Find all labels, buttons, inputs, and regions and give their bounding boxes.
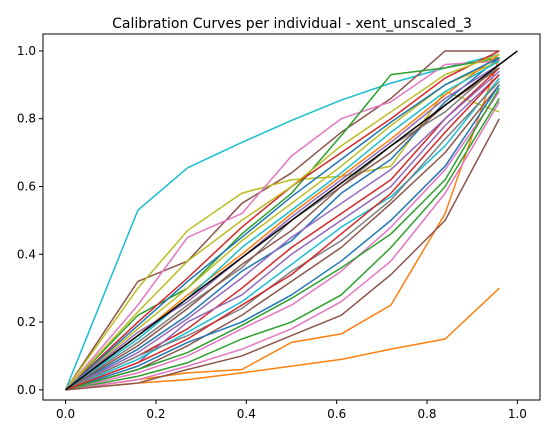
y-tick-label-3: 0.6 bbox=[17, 180, 36, 194]
y-tick-label-1: 0.2 bbox=[17, 315, 36, 329]
calibration-curve-21 bbox=[65, 67, 500, 391]
reference-line-group bbox=[65, 50, 518, 391]
y-tick-label-5: 1.0 bbox=[17, 44, 36, 58]
y-axis: 0.0 0.2 0.4 0.6 0.8 1.0 bbox=[17, 44, 43, 397]
perfect-calibration-line bbox=[65, 50, 518, 391]
calibration-curve-4 bbox=[64, 50, 500, 391]
x-tick-label-2: 0.4 bbox=[237, 407, 256, 421]
x-tick-label-0: 0.0 bbox=[56, 407, 75, 421]
axes-frame bbox=[42, 33, 541, 401]
calibration-curve-5 bbox=[64, 90, 500, 391]
calibration-curve-7 bbox=[65, 56, 500, 391]
calibration-curve-29 bbox=[65, 118, 501, 391]
calibration-curve-28 bbox=[65, 74, 500, 391]
calibration-curve-11 bbox=[65, 84, 500, 391]
calibration-curve-20 bbox=[65, 70, 500, 391]
calibration-curve-27 bbox=[65, 87, 500, 391]
calibration-curve-25 bbox=[65, 60, 500, 391]
calibration-curve-15 bbox=[65, 77, 500, 391]
plot-lines bbox=[64, 50, 501, 391]
calibration-curve-2 bbox=[65, 287, 500, 391]
calibration-curve-26 bbox=[65, 57, 500, 391]
x-tick-label-3: 0.6 bbox=[327, 407, 346, 421]
calibration-curve-16 bbox=[65, 84, 500, 391]
y-tick-label-4: 0.8 bbox=[17, 112, 36, 126]
y-tick-label-0: 0.0 bbox=[17, 383, 36, 397]
x-tick-label-5: 1.0 bbox=[508, 407, 527, 421]
calibration-curve-6 bbox=[65, 60, 500, 391]
calibration-curve-12 bbox=[65, 91, 500, 391]
calibration-curve-18 bbox=[65, 97, 500, 391]
y-tick-label-2: 0.4 bbox=[17, 247, 36, 261]
calibration-curve-14 bbox=[65, 60, 500, 391]
calibration-curve-30 bbox=[65, 63, 500, 391]
x-tick-label-4: 0.8 bbox=[417, 407, 436, 421]
calibration-curve-9 bbox=[65, 67, 500, 391]
chart-title: Calibration Curves per individual - xent… bbox=[112, 16, 472, 32]
calibration-curve-1 bbox=[64, 53, 500, 391]
calibration-curve-3 bbox=[65, 57, 501, 391]
x-tick-label-1: 0.2 bbox=[146, 407, 165, 421]
x-axis: 0.0 0.2 0.4 0.6 0.8 1.0 bbox=[56, 400, 527, 421]
calibration-curve-24 bbox=[65, 53, 500, 391]
calibration-curve-23 bbox=[65, 80, 500, 391]
calibration-curve-22 bbox=[65, 101, 500, 391]
